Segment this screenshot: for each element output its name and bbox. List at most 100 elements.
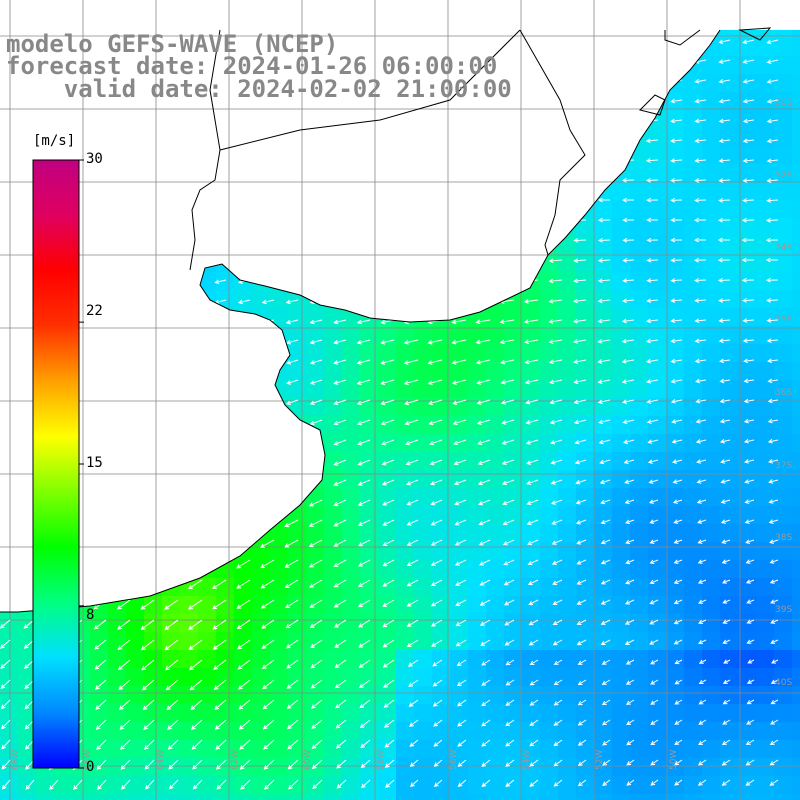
wind-arrow: [429, 218, 443, 224]
sea-cell: [144, 146, 163, 165]
sea-cell: [216, 452, 235, 471]
wind-arrow: [93, 559, 107, 569]
wind-arrow: [259, 539, 275, 548]
sea-cell: [666, 128, 685, 147]
sea-cell: [324, 776, 343, 795]
sea-cell: [792, 200, 800, 219]
sea-cell: [270, 794, 289, 800]
wind-arrow: [260, 479, 275, 487]
wind-arrow: [118, 279, 131, 285]
wind-arrow: [597, 318, 611, 324]
sea-cell: [486, 578, 505, 597]
sea-cell: [774, 488, 793, 507]
wind-arrow: [647, 439, 659, 444]
sea-cell: [612, 434, 631, 453]
wind-arrow: [403, 339, 419, 345]
wind-arrow: [190, 239, 203, 244]
wind-arrow: [573, 258, 587, 263]
sea-cell: [612, 704, 631, 723]
sea-cell: [450, 650, 469, 669]
wind-arrow: [142, 339, 155, 345]
sea-cell: [54, 110, 73, 129]
wind-arrow: [601, 699, 611, 706]
wind-arrow: [214, 719, 227, 730]
wind-arrow: [549, 197, 563, 203]
sea-cell: [306, 758, 325, 777]
sea-cell: [774, 560, 793, 579]
sea-cell: [378, 290, 397, 309]
wind-arrow: [453, 177, 467, 183]
sea-cell: [108, 524, 127, 543]
wind-arrow: [674, 699, 683, 705]
wind-arrow: [380, 359, 395, 365]
latitude-label: 39S: [775, 605, 792, 615]
sea-cell: [612, 74, 631, 93]
wind-arrow: [188, 599, 203, 610]
sea-cell: [720, 218, 739, 237]
sea-cell: [648, 740, 667, 759]
sea-cell: [234, 146, 253, 165]
wind-arrow: [165, 459, 179, 467]
wind-arrow: [524, 339, 539, 345]
sea-cell: [612, 398, 631, 417]
wind-arrow: [597, 379, 611, 384]
sea-cell: [792, 92, 800, 111]
sea-cell: [792, 452, 800, 471]
wind-arrow: [118, 679, 131, 691]
sea-cell: [684, 416, 703, 435]
wind-arrow: [333, 519, 347, 527]
sea-cell: [702, 218, 721, 237]
sea-cell: [414, 596, 433, 615]
wind-arrow: [552, 599, 563, 605]
wind-arrow: [550, 38, 563, 44]
sea-cell: [90, 182, 109, 201]
sea-cell: [576, 164, 595, 183]
wind-arrow: [600, 639, 611, 646]
sea-cell: [648, 632, 667, 651]
wind-arrow: [575, 479, 587, 485]
wind-arrow: [286, 137, 299, 143]
sea-cell: [468, 326, 487, 345]
sea-cell: [558, 344, 577, 363]
sea-cell: [648, 380, 667, 399]
sea-cell: [252, 416, 271, 435]
sea-cell: [270, 488, 289, 507]
sea-cell: [720, 686, 739, 705]
sea-cell: [306, 650, 325, 669]
wind-arrow: [284, 539, 299, 548]
sea-cell: [558, 650, 577, 669]
wind-arrow: [215, 759, 227, 770]
wind-arrow: [670, 338, 683, 344]
sea-cell: [108, 506, 127, 525]
sea-cell: [684, 704, 703, 723]
wind-arrow: [453, 137, 467, 143]
sea-cell: [558, 236, 577, 255]
sea-cell: [504, 686, 523, 705]
sea-cell: [594, 578, 613, 597]
sea-cell: [774, 362, 793, 381]
wind-arrow: [597, 217, 611, 223]
sea-cell: [90, 470, 109, 489]
wind-arrow: [140, 619, 155, 631]
sea-cell: [162, 668, 181, 687]
sea-cell: [252, 686, 271, 705]
sea-cell: [306, 452, 325, 471]
sea-cell: [594, 344, 613, 363]
sea-cell: [360, 758, 379, 777]
sea-cell: [468, 290, 487, 309]
wind-arrow: [116, 599, 131, 610]
wind-arrow: [746, 699, 755, 705]
sea-cell: [594, 146, 613, 165]
sea-cell: [180, 470, 199, 489]
wind-arrow: [380, 419, 395, 426]
sea-cell: [360, 722, 379, 741]
sea-cell: [144, 380, 163, 399]
wind-arrow: [477, 177, 491, 183]
wind-arrow: [744, 499, 755, 504]
sea-cell: [432, 434, 451, 453]
sea-cell: [234, 578, 253, 597]
sea-cell: [774, 668, 793, 687]
sea-cell: [720, 398, 739, 417]
sea-cell: [792, 30, 800, 39]
wind-arrow: [310, 117, 323, 123]
